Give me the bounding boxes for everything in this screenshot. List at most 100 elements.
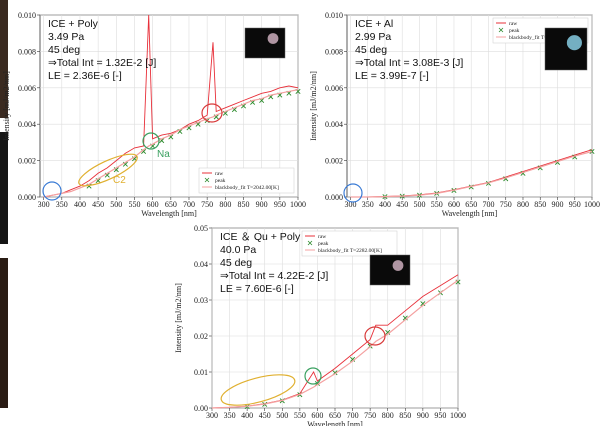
x-tick-label: 650 (465, 200, 477, 209)
annotation: ⇒Total Int = 3.08E-3 [J] (355, 57, 463, 69)
legend-label: blackbody_fit T=2042.00[K] (215, 184, 279, 191)
peak-marker (350, 356, 356, 362)
x-tick-label: 500 (413, 200, 425, 209)
x-tick-label: 400 (379, 200, 391, 209)
legend-box (301, 230, 398, 257)
highlight-circle (304, 367, 322, 385)
x-tick-label: 650 (165, 200, 177, 209)
legend-label: blackbody_fit T=2282.00[K] (318, 247, 382, 254)
y-tick-label: 0.008 (18, 47, 36, 56)
thumbnail-glow (392, 260, 404, 271)
thumbnail (369, 254, 411, 286)
side-photo (0, 132, 8, 244)
x-tick-label: 350 (362, 200, 374, 209)
annotation: ICE + Al (355, 18, 393, 30)
highlight-circle (201, 103, 223, 123)
x-tick-label: 900 (551, 200, 563, 209)
legend-label: blackbody_fit T=2300.00[K] (509, 34, 573, 41)
thumbnail (544, 27, 588, 71)
y-tick-label: 0.000 (325, 193, 343, 202)
legend-box (198, 167, 295, 194)
x-tick-label: 550 (128, 200, 140, 209)
annotation: ICE ＆ Qu + Poly (220, 231, 301, 243)
x-tick-label: 800 (517, 200, 529, 209)
legend-label: raw (215, 171, 223, 177)
highlight-circle (220, 374, 296, 406)
x-tick-label: 600 (147, 200, 159, 209)
x-tick-label: 850 (534, 200, 546, 209)
x-tick-label: 450 (92, 200, 104, 209)
annotation: 45 deg (355, 44, 387, 56)
y-tick-label: 0.04 (194, 260, 208, 269)
x-tick-label: 1000 (450, 411, 466, 420)
highlight-circle (364, 326, 386, 346)
annotation: LE = 7.60E-6 [-] (220, 283, 294, 295)
x-tick-label: 400 (241, 411, 253, 420)
annotation: LE = 2.36E-6 [-] (48, 70, 122, 82)
legend-label: peak (509, 28, 520, 34)
chart: 0.000 0.002 0.004 0.006 0.008 0.010 300 350 400 4… (309, 11, 600, 218)
x-tick-label: 700 (482, 200, 494, 209)
y-tick-label: 0.002 (18, 157, 36, 166)
x-tick-label: 500 (276, 411, 288, 420)
thumbnail-glow (566, 35, 582, 51)
y-tick-label: 0.000 (18, 193, 36, 202)
x-tick-label: 300 (38, 200, 50, 209)
y-tick-label: 0.006 (325, 84, 343, 93)
legend-label: raw (509, 21, 517, 27)
annotation: LE = 3.99E-7 [-] (355, 70, 429, 82)
x-tick-label: 550 (294, 411, 306, 420)
annotation: 3.49 Pa (48, 31, 84, 43)
y-tick-label: 0.010 (325, 11, 343, 20)
y-tick-label: 0.05 (194, 224, 208, 233)
y-tick-label: 0.01 (194, 368, 208, 377)
thumbnail (244, 27, 286, 59)
thumbnail-glow (267, 33, 279, 44)
feature-label: Na (157, 149, 170, 160)
peak-marker (385, 329, 391, 335)
highlight-circle (78, 153, 138, 187)
x-tick-label: 1000 (290, 200, 306, 209)
y-tick-label: 0.002 (325, 157, 343, 166)
x-tick-label: 400 (74, 200, 86, 209)
x-tick-label: 350 (224, 411, 236, 420)
x-tick-label: 450 (396, 200, 408, 209)
annotation: 2.99 Pa (355, 31, 391, 43)
y-tick-label: 0.03 (194, 296, 208, 305)
x-tick-label: 850 (399, 411, 411, 420)
x-tick-label: 350 (56, 200, 68, 209)
x-tick-label: 750 (201, 200, 213, 209)
annotation: 45 deg (220, 257, 252, 269)
x-axis-label: Wavelength [nm] (141, 209, 197, 218)
chart: 0.000 0.002 0.004 0.006 0.008 0.010 300 350 400 4… (2, 11, 306, 218)
series-line (43, 89, 299, 198)
x-tick-label: 450 (259, 411, 271, 420)
x-tick-label: 900 (256, 200, 268, 209)
y-tick-label: 0.006 (18, 84, 36, 93)
x-tick-label: 600 (448, 200, 460, 209)
x-tick-label: 950 (434, 411, 446, 420)
x-tick-label: 550 (431, 200, 443, 209)
peak-marker (402, 315, 408, 321)
y-tick-label: 0.00 (194, 404, 208, 413)
x-tick-label: 800 (219, 200, 231, 209)
x-axis-label: Wavelength [nm] (442, 209, 498, 218)
x-tick-label: 700 (183, 200, 195, 209)
series-line (211, 279, 459, 409)
y-axis-label: Intensity [mJ/m2/nm] (174, 283, 183, 353)
y-axis-label: Intensity [mJ/m2/nm] (309, 71, 318, 141)
y-tick-label: 0.010 (18, 11, 36, 20)
legend-swatch (498, 27, 504, 33)
x-axis-label: Wavelength [nm] (307, 420, 363, 426)
x-tick-label: 500 (110, 200, 122, 209)
annotation: ⇒Total Int = 4.22E-2 [J] (220, 270, 328, 282)
x-tick-label: 750 (500, 200, 512, 209)
x-tick-label: 300 (206, 411, 218, 420)
series-line (350, 150, 593, 198)
annotation: 40.0 Pa (220, 244, 256, 256)
x-tick-label: 900 (417, 411, 429, 420)
y-tick-label: 0.004 (325, 120, 343, 129)
y-tick-label: 0.008 (325, 47, 343, 56)
legend-label: peak (215, 178, 226, 184)
